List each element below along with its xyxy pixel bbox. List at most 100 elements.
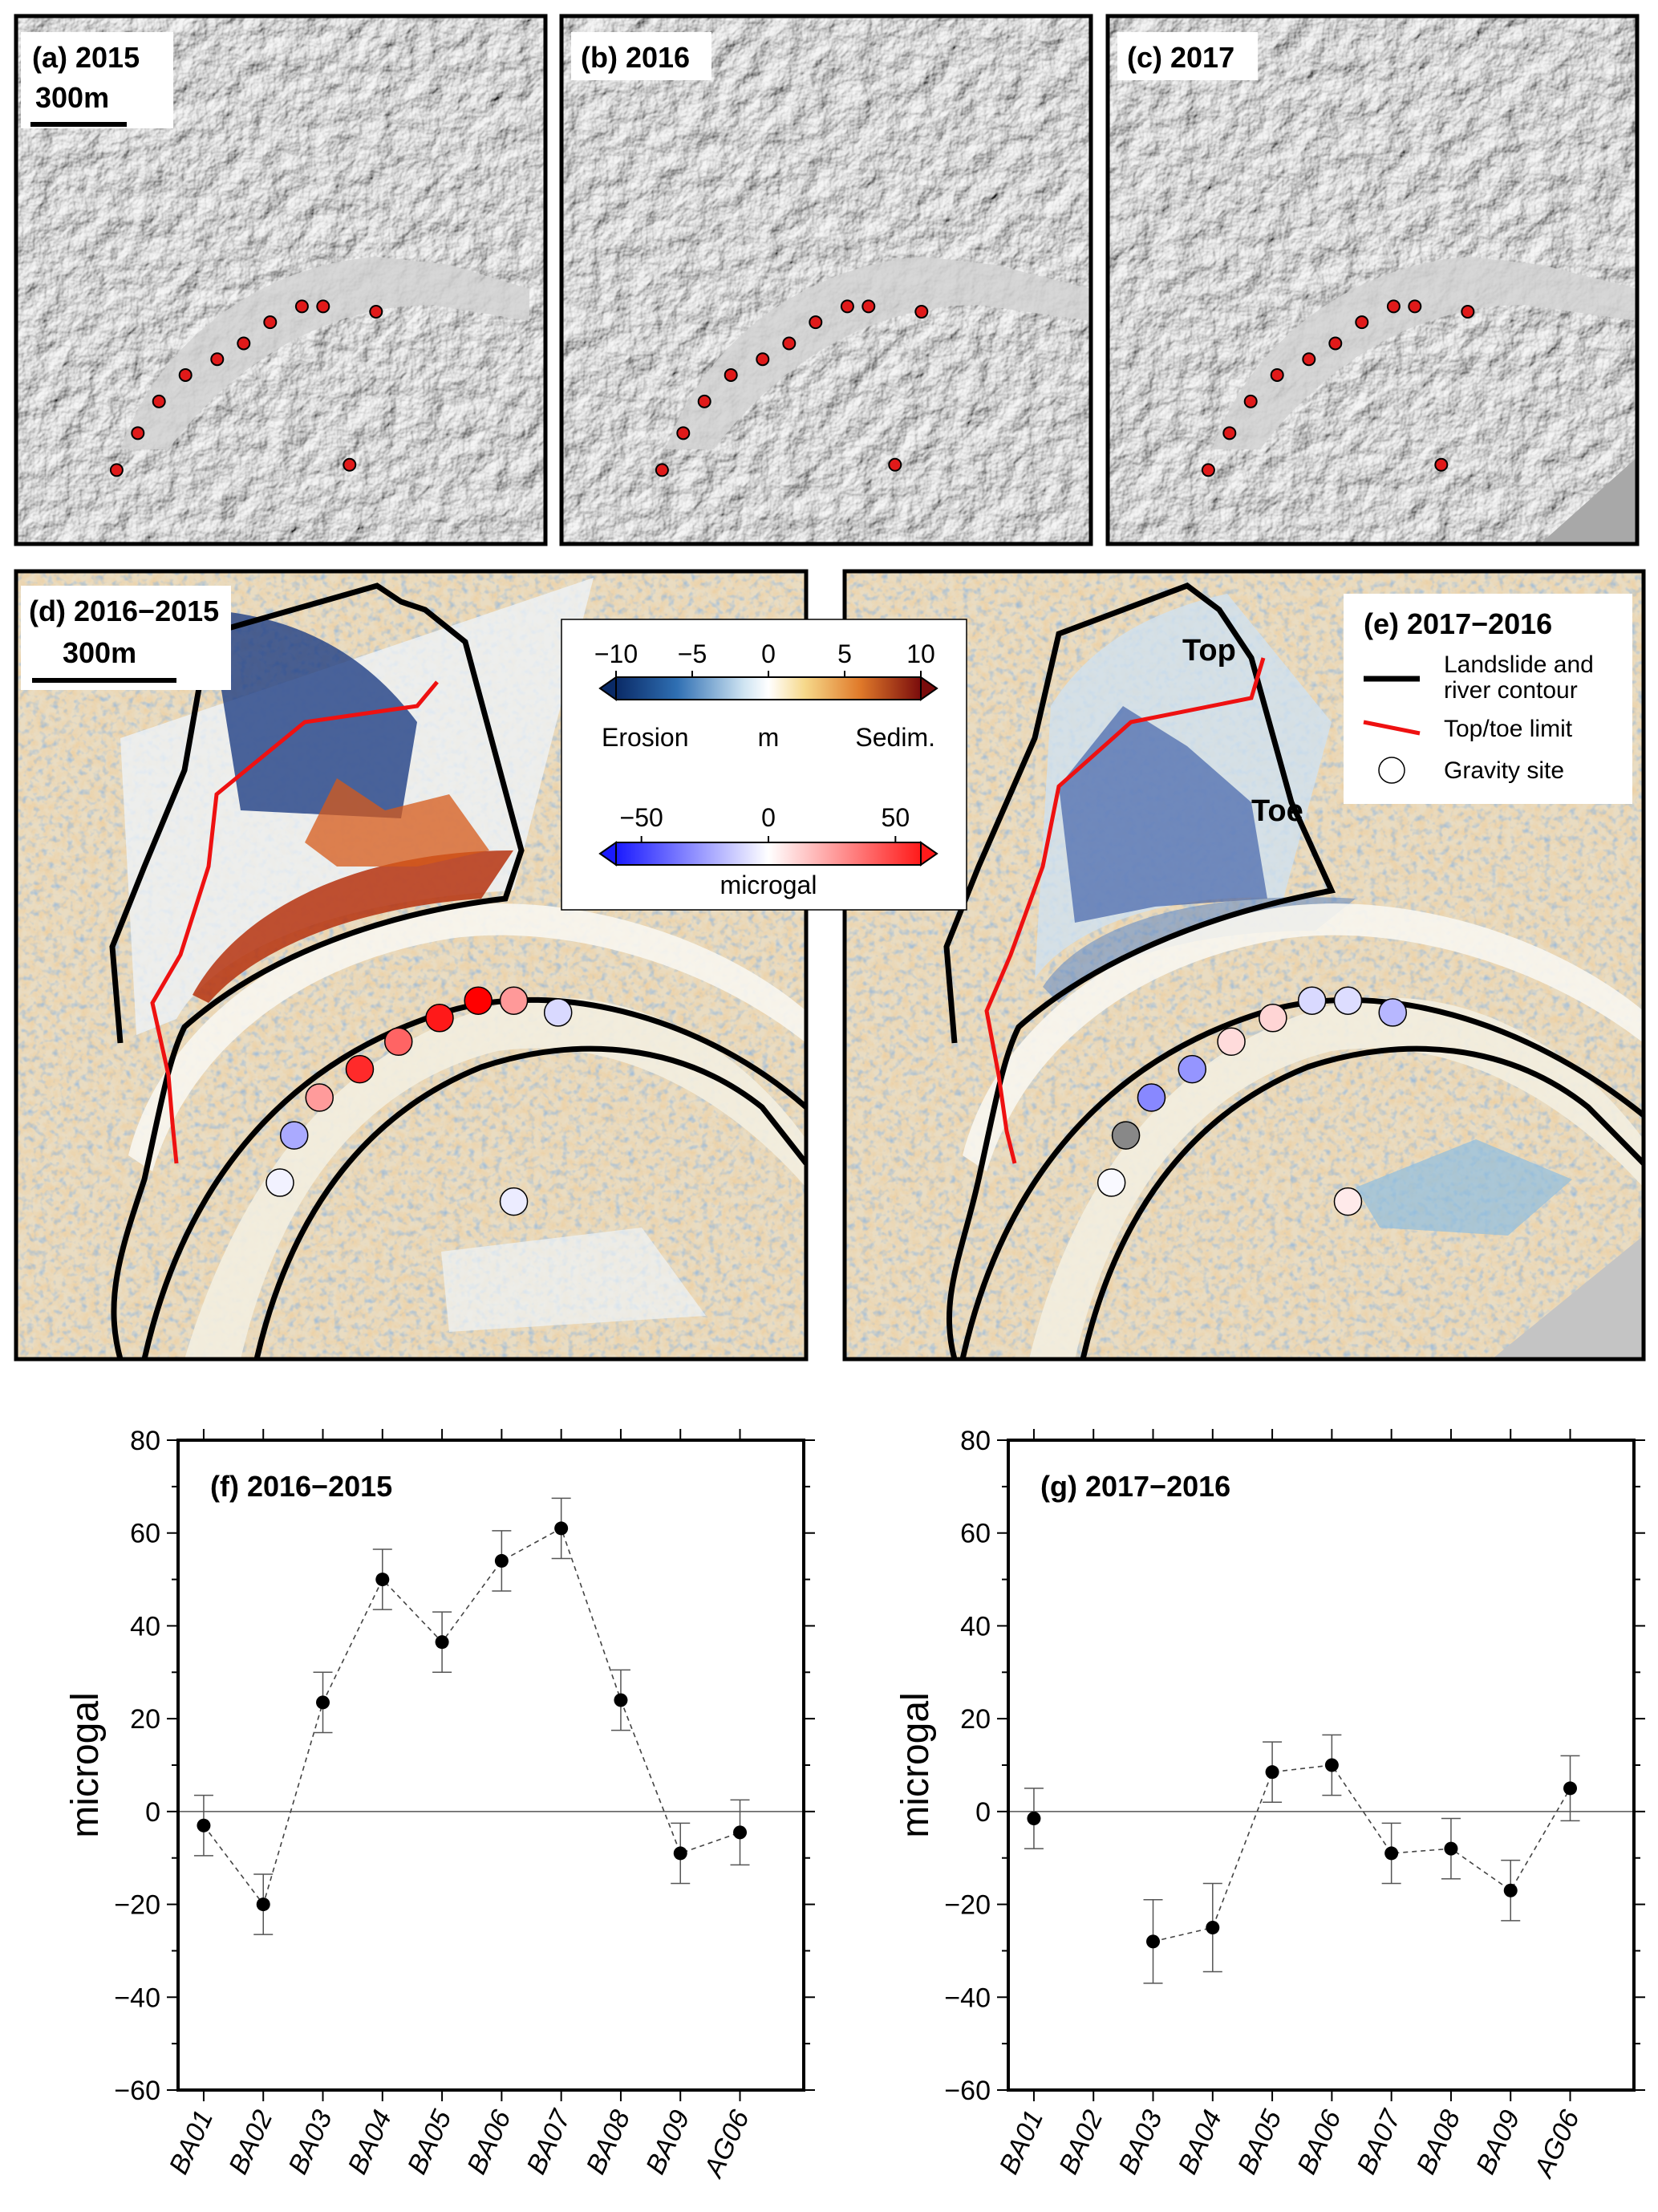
gravity-site-marker <box>237 336 251 351</box>
gravity-site-marker <box>1137 1083 1166 1112</box>
x-tick-label: AG06 <box>1528 2105 1586 2183</box>
scale-label-a: 300m <box>35 81 109 114</box>
scale-label-d: 300m <box>63 636 136 669</box>
legend-contour-label: Landslide and <box>1444 651 1594 678</box>
colorbar-m-tick-label: −5 <box>678 639 707 668</box>
y-tick-label: 40 <box>960 1611 991 1642</box>
colorbar-m-tick-label: 5 <box>837 639 852 668</box>
x-tick-label: BA06 <box>1291 2105 1348 2179</box>
label-box-b <box>571 32 711 80</box>
x-tick-label: BA01 <box>164 2105 220 2178</box>
x-tick-label: BA03 <box>1113 2105 1169 2179</box>
data-point <box>256 1897 270 1912</box>
panel-label-b: (b) 2016 <box>581 41 690 74</box>
label-top: Top <box>1182 634 1236 668</box>
gravity-site-marker <box>1243 394 1258 408</box>
label-box-c <box>1117 32 1258 80</box>
label-box-d <box>21 586 231 690</box>
gravity-site-marker <box>1355 315 1369 330</box>
data-point <box>1265 1765 1279 1780</box>
gravity-site-marker <box>131 426 145 440</box>
gravity-site-marker <box>279 1121 309 1150</box>
panel-label-e: (e) 2017−2016 <box>1364 607 1552 640</box>
gravity-site-marker <box>1222 426 1237 440</box>
colorbar-m-tick-label: 10 <box>906 639 935 668</box>
gravity-site-marker <box>210 352 225 367</box>
y-tick-label: 20 <box>960 1704 991 1735</box>
gravity-site-marker <box>1097 1168 1126 1197</box>
gravity-site-marker <box>676 426 691 440</box>
colorbar-m: −10 −5 0 5 10 Erosion m Sedim. <box>594 639 938 752</box>
label-box-a <box>21 32 173 128</box>
gravity-site-marker <box>861 299 876 314</box>
data-point <box>733 1825 748 1840</box>
data-point <box>435 1635 449 1650</box>
x-tick-label: BA03 <box>282 2105 338 2179</box>
y-tick-label: 60 <box>130 1519 160 1549</box>
gravity-site-marker <box>425 1004 454 1033</box>
gravity-site-marker <box>1434 457 1449 472</box>
data-point <box>375 1573 390 1587</box>
gravity-site-marker <box>369 304 383 319</box>
colorbar-gal-tick-label: 50 <box>882 803 910 832</box>
colorbar-gal-tick-label: −50 <box>620 803 663 832</box>
colorbar-box: −10 −5 0 5 10 Erosion m Sedim. −50 0 50 microg… <box>561 619 967 911</box>
x-tick-label: BA01 <box>994 2105 1050 2178</box>
gravity-site-marker <box>809 315 823 330</box>
data-point <box>1444 1841 1458 1856</box>
data-point <box>673 1846 687 1861</box>
y-tick-label: 0 <box>975 1797 991 1828</box>
gravity-site-marker <box>1328 336 1343 351</box>
gravity-site-marker <box>914 304 929 319</box>
colorbar-m-tick-label: 0 <box>761 639 776 668</box>
gravity-site-marker <box>1333 986 1363 1015</box>
gravity-sites-e <box>1097 986 1408 1216</box>
legend-limit-label: Top/toe limit <box>1444 716 1573 742</box>
data-point <box>614 1693 628 1707</box>
gravity-site-marker <box>1201 463 1215 477</box>
colorbar-m-right-label: Sedim. <box>855 723 935 752</box>
map-panel-c <box>1108 16 1637 544</box>
gravity-site-marker <box>109 463 124 477</box>
gravity-site-marker <box>383 1027 413 1057</box>
gravity-site-marker <box>655 463 669 477</box>
gravity-site-marker <box>464 986 493 1015</box>
x-tick-label: BA04 <box>1172 2105 1228 2178</box>
y-tick-label: −60 <box>114 2076 160 2106</box>
colorbar-m-tick-label: −10 <box>594 639 638 668</box>
gravity-site-marker <box>1270 367 1284 382</box>
y-tick-label: −20 <box>114 1890 160 1921</box>
gravity-site-marker <box>1386 299 1401 314</box>
gravity-site-marker <box>345 1054 375 1084</box>
y-tick-label: −20 <box>944 1890 991 1921</box>
y-axis-label: microgal <box>64 1692 107 1837</box>
label-toe: Toe <box>1251 794 1303 828</box>
gravity-site-marker <box>294 299 309 314</box>
y-tick-label: 80 <box>130 1426 160 1456</box>
colorbar-gal: −50 0 50 microgal <box>598 803 938 899</box>
y-tick-label: −40 <box>114 1983 160 2013</box>
legend-site-label: Gravity site <box>1444 757 1564 784</box>
series-line <box>203 1527 740 1906</box>
gravity-site-marker <box>499 986 529 1015</box>
gravity-site-marker <box>1217 1027 1246 1057</box>
x-tick-label: BA08 <box>1411 2105 1467 2179</box>
gravity-site-marker <box>756 352 770 367</box>
gravity-site-marker <box>1302 352 1316 367</box>
gravity-site-marker <box>316 299 330 314</box>
chart-title: (f) 2016−2015 <box>210 1470 392 1503</box>
panel-label-a: (a) 2015 <box>32 41 140 74</box>
gravity-site-marker <box>152 394 166 408</box>
colorbar-m-left-label: Erosion <box>602 723 689 752</box>
gravity-site-marker <box>305 1083 334 1112</box>
gravity-sites-b <box>655 299 929 477</box>
x-tick-label: BA02 <box>223 2105 279 2179</box>
gravity-site-marker <box>697 394 711 408</box>
y-tick-label: −40 <box>944 1983 991 2013</box>
data-point <box>316 1695 330 1710</box>
panel-label-c: (c) 2017 <box>1127 41 1234 74</box>
colorbar-m-unit: m <box>758 723 780 752</box>
y-tick-label: 20 <box>130 1704 160 1735</box>
